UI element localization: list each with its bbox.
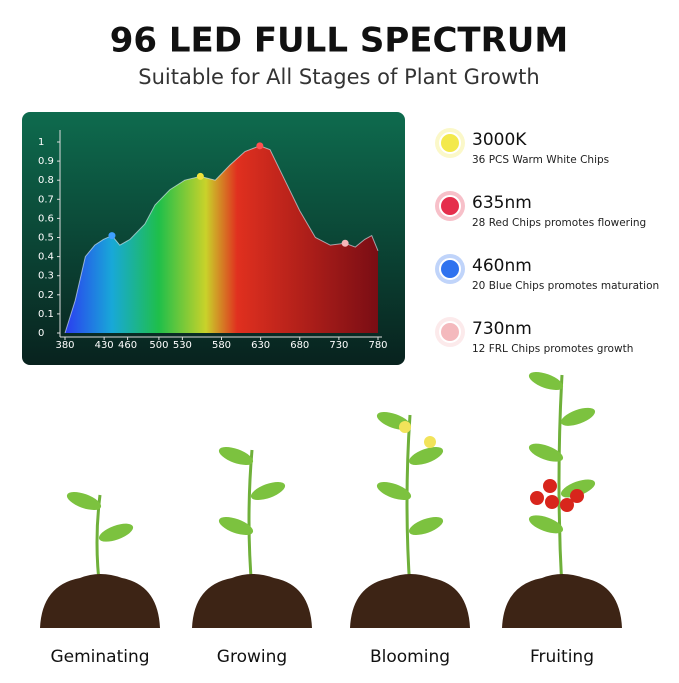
y-tick-label: 0.2 bbox=[38, 290, 54, 301]
leaf bbox=[218, 446, 254, 466]
x-tick-label: 630 bbox=[251, 340, 270, 351]
x-tick-label: 780 bbox=[368, 340, 387, 351]
led-title: 635nm bbox=[472, 193, 532, 213]
leaf bbox=[250, 481, 286, 501]
leaf bbox=[98, 523, 134, 542]
flower bbox=[424, 436, 436, 448]
led-icon bbox=[439, 132, 461, 154]
tomato bbox=[560, 498, 574, 512]
chart: 0 0.1 0.2 0.3 0.4 0.5 0.6 0.7 0.8 0.9 1 380 430 460 50… bbox=[38, 130, 388, 351]
led-desc: 36 PCS Warm White Chips bbox=[472, 154, 609, 166]
y-tick-label: 0.6 bbox=[38, 213, 54, 224]
led-desc: 12 FRL Chips promotes growth bbox=[472, 343, 633, 355]
subtitle: Suitable for All Stages of Plant Growth bbox=[138, 65, 539, 89]
x-tick-label: 730 bbox=[329, 340, 348, 351]
x-tick-label: 500 bbox=[149, 340, 168, 351]
leaf bbox=[528, 515, 564, 534]
y-tick-label: 0.8 bbox=[38, 175, 54, 186]
stem bbox=[557, 374, 564, 591]
leaf bbox=[528, 443, 564, 462]
leaf bbox=[528, 371, 564, 391]
x-tick-label: 380 bbox=[55, 340, 74, 351]
stem bbox=[405, 414, 412, 591]
peak-dot bbox=[196, 172, 204, 180]
leaf bbox=[376, 481, 412, 501]
led-title: 3000K bbox=[472, 130, 527, 150]
x-tick-label: 460 bbox=[118, 340, 137, 351]
led-icon bbox=[439, 321, 461, 343]
x-tick-label: 430 bbox=[95, 340, 114, 351]
led-icon bbox=[439, 258, 461, 280]
y-tick-label: 0.5 bbox=[38, 233, 54, 244]
x-tick-label: 680 bbox=[290, 340, 309, 351]
stage-label: Geminating bbox=[50, 647, 149, 667]
led-title: 730nm bbox=[472, 319, 532, 339]
stages: Geminating Growing Blooming Fruiting bbox=[40, 371, 622, 667]
tomato bbox=[543, 479, 557, 493]
x-tick-label: 580 bbox=[212, 340, 231, 351]
leaf bbox=[408, 446, 444, 466]
y-tick-label: 0.1 bbox=[38, 309, 54, 320]
leaf bbox=[66, 491, 102, 511]
leaf bbox=[408, 516, 444, 536]
x-tick-label: 530 bbox=[173, 340, 192, 351]
spectrum-area bbox=[65, 145, 378, 333]
led-title: 460nm bbox=[472, 256, 532, 276]
y-tick-label: 0.9 bbox=[38, 156, 54, 167]
title: 96 LED FULL SPECTRUM bbox=[110, 21, 569, 61]
spectrum-line bbox=[64, 145, 379, 334]
peak-dot bbox=[108, 232, 116, 240]
tomato bbox=[545, 495, 559, 509]
tomato bbox=[570, 489, 584, 503]
peak-dot bbox=[256, 142, 264, 150]
led-icon bbox=[439, 195, 461, 217]
led-desc: 20 Blue Chips promotes maturation bbox=[472, 280, 659, 292]
legend: 3000K 36 PCS Warm White Chips 635nm 28 Red … bbox=[435, 128, 659, 355]
stage-label: Fruiting bbox=[530, 647, 594, 667]
leaf bbox=[560, 479, 596, 498]
soil bbox=[350, 574, 470, 628]
led-desc: 28 Red Chips promotes flowering bbox=[472, 217, 646, 229]
y-tick-label: 0 bbox=[38, 328, 44, 339]
leaf bbox=[218, 516, 254, 536]
stem bbox=[247, 449, 254, 591]
leaf bbox=[560, 407, 596, 426]
soil bbox=[192, 574, 312, 628]
flower bbox=[399, 421, 411, 433]
stage-label: Growing bbox=[217, 647, 287, 667]
y-tick-label: 0.7 bbox=[38, 194, 54, 205]
soil bbox=[40, 574, 160, 628]
soil bbox=[502, 574, 622, 628]
peak-dot bbox=[341, 239, 349, 247]
stage-label: Blooming bbox=[370, 647, 450, 667]
tomato bbox=[530, 491, 544, 505]
y-tick-label: 0.4 bbox=[38, 252, 54, 263]
y-tick-label: 0.3 bbox=[38, 271, 54, 282]
y-tick-label: 1 bbox=[38, 137, 44, 148]
